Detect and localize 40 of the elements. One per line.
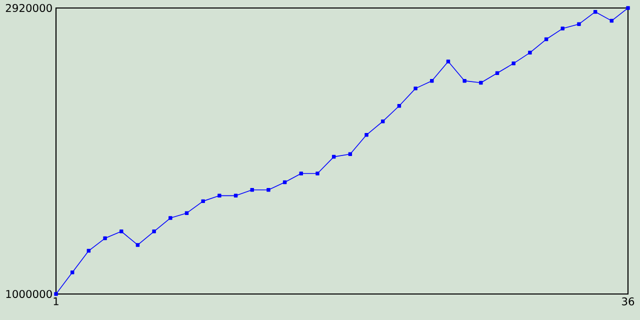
point (234, 194, 238, 198)
x-tick-label: 36 (622, 297, 634, 306)
point (86, 248, 91, 253)
point (136, 243, 140, 247)
point (544, 37, 548, 42)
point (560, 26, 564, 30)
point (430, 78, 434, 83)
point (103, 236, 107, 240)
y-tick-label: 2920000 (6, 4, 52, 12)
point (299, 172, 304, 176)
point (380, 119, 385, 124)
point (364, 133, 368, 137)
point (593, 10, 598, 14)
point (397, 104, 402, 108)
point (610, 18, 614, 23)
point (577, 22, 581, 26)
point (120, 230, 124, 234)
point (414, 86, 418, 90)
point (512, 62, 516, 66)
point (528, 50, 532, 55)
point (282, 180, 287, 184)
point (218, 194, 222, 198)
point (495, 71, 500, 75)
x-tick-label: 1 (54, 297, 58, 306)
point (462, 78, 466, 83)
point (201, 199, 205, 204)
point (446, 60, 450, 64)
point (332, 154, 336, 159)
point (266, 188, 270, 192)
point (479, 80, 483, 85)
y-tick-label: 1000000 (6, 290, 52, 298)
point (54, 292, 58, 296)
point (152, 230, 156, 234)
point (70, 270, 74, 274)
point (250, 188, 254, 192)
point (348, 152, 352, 156)
point (316, 172, 320, 176)
point (184, 211, 189, 215)
point (626, 6, 630, 10)
point (168, 216, 172, 220)
